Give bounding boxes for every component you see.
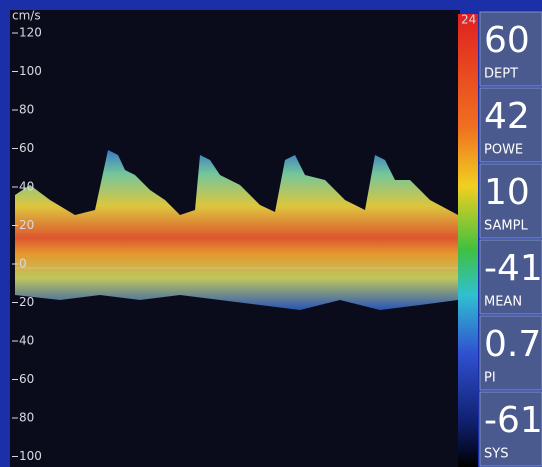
readout-label: DEPT (484, 67, 518, 82)
scale-label: 80 (19, 411, 34, 425)
scale-label: 60 (19, 141, 34, 155)
scale-label: 120 (19, 26, 42, 40)
scale-label: 80 (19, 103, 34, 117)
readout-label: MEAN (484, 295, 522, 310)
readout-label: SAMPL (484, 219, 528, 234)
scale-label: 60 (19, 372, 34, 386)
doppler-screen: 120 100 80 60 40 20 0 20 40 60 80 100 cm/s 24 60 DEP… (0, 0, 542, 467)
readout-value: -61 (484, 400, 542, 441)
scale-label: 0 (19, 257, 27, 271)
readout-value: 42 (484, 96, 530, 137)
scale-label: 100 (19, 449, 42, 463)
readout-value: 60 (484, 20, 530, 61)
readout-label: POWE (484, 143, 523, 158)
readout-value: -41 (484, 248, 542, 289)
scale-label: 20 (19, 218, 34, 232)
scale-label: 40 (19, 180, 34, 194)
color-bar-label: 24 (461, 13, 476, 27)
readout-value: 10 (484, 172, 530, 213)
scale-label: 20 (19, 295, 34, 309)
readout-label: PI (484, 371, 496, 386)
units-label: cm/s (12, 9, 41, 23)
readout-value: 0.76 (484, 324, 542, 365)
scale-label: 100 (19, 64, 42, 78)
color-bar (458, 14, 478, 467)
scale-label: 40 (19, 334, 34, 348)
readout-label: SYS (484, 447, 508, 462)
